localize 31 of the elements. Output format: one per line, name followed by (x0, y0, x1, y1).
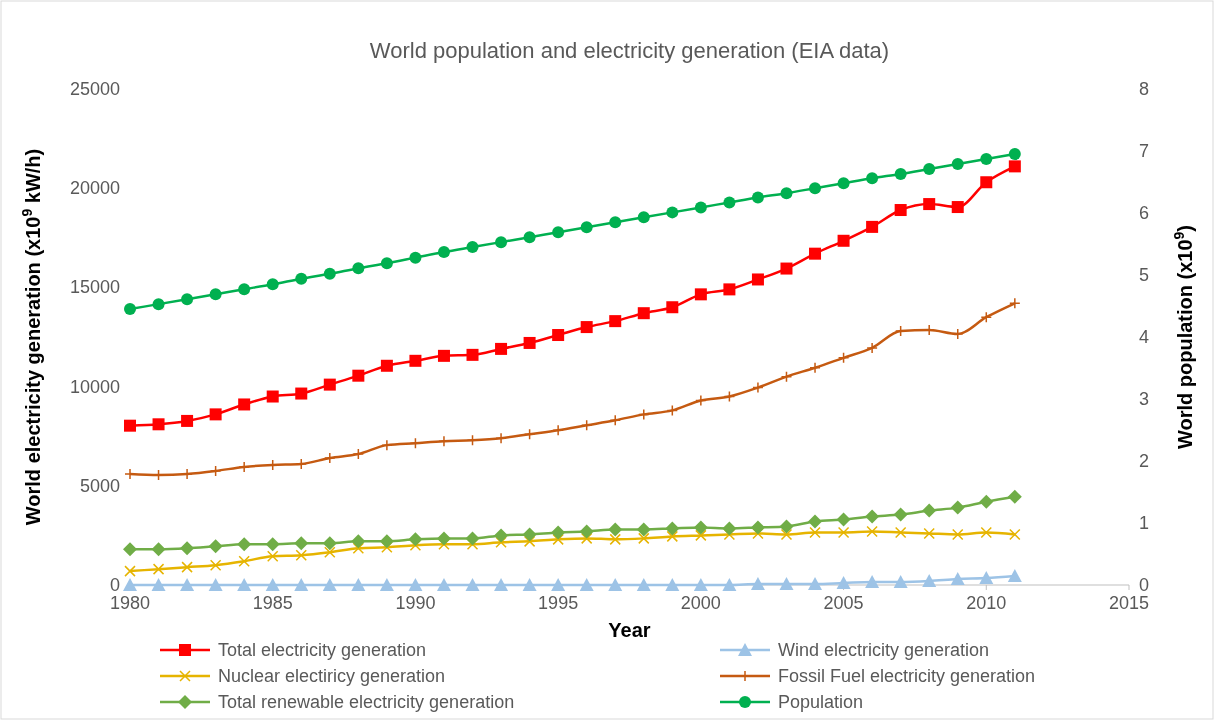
legend-label: Population (778, 692, 864, 712)
legend-label: Fossil Fuel electricity generation (778, 666, 1036, 686)
x-tick-label: 1995 (538, 593, 579, 613)
x-axis-title: Year (608, 619, 651, 641)
legend-label: Wind electricity generation (778, 640, 990, 660)
y-tick-label: 0 (109, 575, 120, 595)
y2-tick-label: 5 (1139, 265, 1150, 285)
y2-tick-label: 7 (1139, 141, 1150, 161)
y2-tick-label: 3 (1139, 389, 1150, 409)
x-tick-label: 2015 (1108, 593, 1150, 613)
y2-tick-label: 0 (1139, 575, 1150, 595)
y2-tick-label: 6 (1139, 203, 1150, 223)
x-tick-label: 2000 (680, 593, 721, 613)
y-tick-label: 5000 (79, 475, 120, 496)
y-tick-label: 20000 (69, 178, 120, 199)
y2-tick-label: 2 (1139, 451, 1150, 471)
legend-label: Total electricity generation (218, 640, 427, 660)
x-tick-label: 1985 (252, 593, 293, 613)
y2-tick-label: 8 (1139, 79, 1150, 99)
y2-tick-label: 1 (1139, 513, 1150, 533)
chart-title: World population and electricity generation (EIA data) (369, 38, 890, 63)
x-tick-label: 1990 (395, 593, 436, 613)
x-tick-label: 2005 (823, 593, 864, 613)
y-tick-label: 10000 (69, 376, 120, 397)
legend-label: Nuclear electiricy generation (218, 666, 446, 686)
x-tick-label: 1980 (109, 593, 151, 613)
x-tick-label: 2010 (966, 593, 1007, 613)
legend-label: Total renewable electricity generation (218, 692, 515, 712)
y-tick-label: 15000 (69, 277, 120, 298)
y-tick-label: 25000 (69, 79, 120, 99)
y2-tick-label: 4 (1139, 327, 1150, 347)
